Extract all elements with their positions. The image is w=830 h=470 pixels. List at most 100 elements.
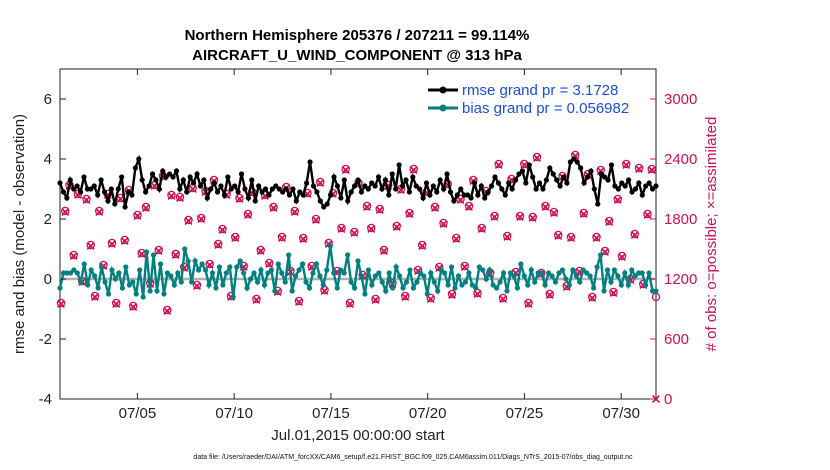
obs-assimilated-point xyxy=(605,218,614,226)
bias-point xyxy=(95,285,101,291)
rmse-point xyxy=(125,189,132,195)
bias-point xyxy=(306,285,313,291)
rmse-point xyxy=(252,198,258,204)
legend: rmse grand pr = 3.1728 bias grand pr = 0… xyxy=(420,80,648,120)
y-right-tick-label: 600 xyxy=(664,331,689,348)
rmse-point xyxy=(420,195,426,201)
rmse-point xyxy=(639,192,645,198)
obs-assimilated-point xyxy=(409,166,418,174)
rmse-point xyxy=(622,183,628,189)
rmse-point xyxy=(574,159,580,165)
obs-possible-point xyxy=(430,202,440,212)
rmse-point xyxy=(214,189,221,195)
rmse-point xyxy=(321,204,327,210)
obs-assimilated-point xyxy=(290,208,299,216)
obs-assimilated-point xyxy=(184,217,193,225)
obs-assimilated-point xyxy=(129,303,138,311)
obs-assimilated-dot xyxy=(259,249,263,253)
y-left-tick-label: 6 xyxy=(44,91,52,108)
obs-possible-point xyxy=(477,223,486,233)
obs-assimilated-dot xyxy=(72,254,76,258)
obs-assimilated-point xyxy=(392,223,401,231)
rmse-point xyxy=(290,186,296,192)
bias-point xyxy=(351,285,358,291)
bias-point xyxy=(147,288,153,294)
rmse-point xyxy=(403,177,409,183)
rmse-point xyxy=(358,189,365,195)
obs-assimilated-dot xyxy=(556,234,560,238)
obs-possible-point xyxy=(426,293,435,303)
data-file-footer: data file: /Users/raeder/DAI/ATM_forcXX/… xyxy=(193,454,633,461)
rmse-point xyxy=(584,174,591,180)
obs-assimilated-point xyxy=(167,192,176,200)
obs-possible-point xyxy=(252,294,261,304)
obs-assimilated-point xyxy=(426,295,435,303)
obs-assimilated-point xyxy=(494,161,503,169)
obs-possible-point xyxy=(235,193,244,203)
obs-possible-point xyxy=(392,221,401,231)
obs-assimilated-point xyxy=(588,294,597,302)
rmse-point xyxy=(71,186,77,192)
obs-assimilated-dot xyxy=(518,215,522,219)
rmse-point xyxy=(259,189,265,195)
bias-point xyxy=(545,270,552,276)
obs-assimilated-point xyxy=(218,226,227,234)
rmse-point xyxy=(454,192,460,198)
obs-possible-point xyxy=(205,259,214,269)
rmse-point xyxy=(156,186,162,192)
obs-assimilated-dot xyxy=(123,239,127,243)
obs-assimilated-point xyxy=(473,290,482,298)
rmse-point xyxy=(293,198,299,204)
rmse-point xyxy=(112,201,118,207)
bias-point xyxy=(390,285,396,291)
obs-assimilated-point xyxy=(252,296,261,304)
rmse-point xyxy=(180,177,186,183)
obs-assimilated-point xyxy=(82,196,91,204)
bias-point xyxy=(317,273,323,279)
bias-point xyxy=(632,273,638,279)
bias-point xyxy=(528,267,534,273)
rmse-point xyxy=(499,186,505,192)
y-right-tick-label: 1800 xyxy=(664,211,697,228)
obs-assimilated-dot xyxy=(501,297,505,301)
rmse-point xyxy=(269,186,275,192)
bias-point xyxy=(462,279,469,285)
rmse-point xyxy=(386,192,392,198)
obs-assimilated-point xyxy=(380,247,388,255)
obs-assimilated-dot xyxy=(318,181,322,185)
bias-point xyxy=(608,279,614,285)
obs-possible-point xyxy=(630,229,639,239)
rmse-point xyxy=(160,168,166,174)
obs-assimilated-point xyxy=(643,211,652,219)
obs-possible-point xyxy=(56,298,66,308)
bias-point xyxy=(164,270,171,276)
obs-possible-point xyxy=(111,298,121,308)
bias-point xyxy=(376,270,382,276)
rmse-point xyxy=(509,186,515,192)
obs-possible-point xyxy=(460,261,469,271)
rmse-point xyxy=(506,180,512,186)
bias-point xyxy=(154,288,160,294)
rmse-point xyxy=(190,180,197,186)
rmse-point xyxy=(482,195,488,201)
obs-possible-point xyxy=(69,250,78,260)
obs-assimilated-dot xyxy=(305,192,310,196)
obs-assimilated-point xyxy=(401,293,410,301)
bias-point xyxy=(421,273,427,279)
obs-assimilated-point xyxy=(108,240,116,248)
obs-possible-point xyxy=(264,258,274,268)
obs-possible-point xyxy=(162,305,172,315)
obs-assimilated-dot xyxy=(63,210,67,214)
bias-point xyxy=(196,267,202,273)
obs-assimilated-dot xyxy=(140,252,144,256)
bias-point xyxy=(459,282,465,288)
obs-assimilated-point xyxy=(456,196,465,204)
rmse-point xyxy=(629,189,635,195)
bias-point xyxy=(629,267,635,273)
y-left-tick-label: -4 xyxy=(39,391,52,408)
rmse-point xyxy=(108,186,114,192)
rmse-point xyxy=(485,189,491,195)
obs-assimilated-dot xyxy=(110,242,114,246)
rmse-point xyxy=(201,177,207,183)
obs-possible-point xyxy=(439,218,448,228)
